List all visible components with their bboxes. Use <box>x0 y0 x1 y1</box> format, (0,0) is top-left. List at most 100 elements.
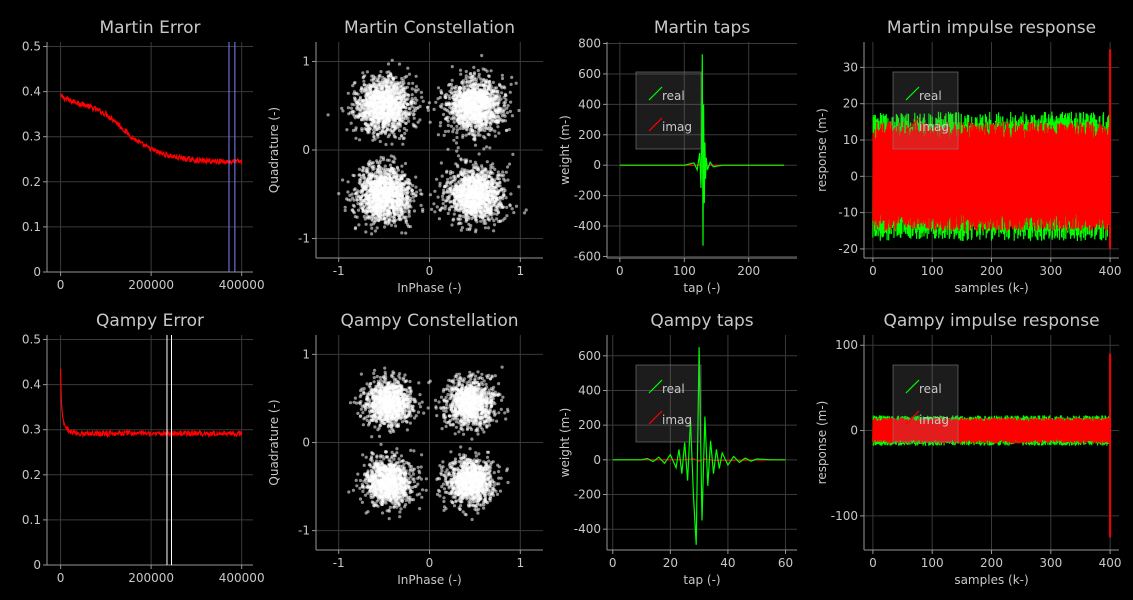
constellation-point <box>355 198 359 202</box>
constellation-point <box>352 188 356 192</box>
constellation-point <box>506 165 510 169</box>
constellation-point <box>398 116 402 120</box>
constellation-point <box>467 132 471 136</box>
constellation-point <box>446 147 450 151</box>
constellation-point <box>378 94 382 99</box>
constellation-point <box>461 85 466 89</box>
constellation-point <box>524 208 528 212</box>
constellation-point <box>386 62 391 66</box>
constellation-point <box>403 209 407 214</box>
constellation-point <box>374 85 379 89</box>
constellation-point <box>465 98 469 102</box>
constellation-point <box>392 122 396 126</box>
constellation-point <box>480 80 484 84</box>
constellation-point <box>353 80 357 85</box>
constellation-point <box>378 159 382 163</box>
constellation-point <box>381 202 385 206</box>
constellation-point <box>361 183 365 187</box>
constellation-point <box>354 91 358 95</box>
constellation-point <box>352 92 356 96</box>
constellation-point <box>426 108 430 112</box>
constellation-point <box>464 127 468 131</box>
constellation-point <box>403 182 407 186</box>
constellation-point <box>413 96 417 100</box>
constellation-point <box>367 83 371 87</box>
constellation-point <box>490 102 494 106</box>
constellation-point <box>502 104 506 108</box>
constellation-point <box>384 194 388 198</box>
constellation-point <box>430 207 434 211</box>
constellation-point <box>356 101 360 105</box>
constellation-point <box>386 105 391 109</box>
constellation-point <box>505 111 509 115</box>
constellation-point <box>444 96 448 100</box>
constellation-point <box>367 111 371 116</box>
constellation-point <box>391 195 395 199</box>
constellation-point <box>353 97 357 101</box>
constellation-point <box>496 106 500 110</box>
constellation-point <box>382 211 386 215</box>
constellation-point <box>357 223 361 227</box>
constellation-point <box>514 204 519 208</box>
constellation-point <box>435 205 439 209</box>
constellation-point <box>405 85 409 89</box>
constellation-point <box>395 199 400 203</box>
constellation-point <box>391 90 395 94</box>
constellation-point <box>362 204 366 208</box>
constellation-point <box>449 124 453 128</box>
constellation-point <box>457 107 461 111</box>
constellation-point <box>446 177 450 182</box>
constellation-point <box>387 120 391 124</box>
constellation-point <box>475 103 479 107</box>
constellation-point <box>377 218 381 223</box>
constellation-point <box>381 75 385 79</box>
constellation-point <box>412 199 416 203</box>
constellation-point <box>406 195 410 200</box>
constellation-point <box>377 120 381 124</box>
constellation-point <box>404 121 408 125</box>
constellation-point <box>398 124 402 128</box>
constellation-point <box>374 125 378 129</box>
constellation-point <box>457 85 461 90</box>
constellation-point <box>420 95 424 99</box>
constellation-point <box>493 134 497 138</box>
constellation-point <box>484 98 488 102</box>
constellation-point <box>407 81 411 86</box>
constellation-point <box>473 160 477 164</box>
constellation-point <box>390 198 394 202</box>
constellation-point <box>468 159 473 163</box>
constellation-point <box>389 223 394 227</box>
constellation-point <box>442 133 446 137</box>
constellation-point <box>397 183 401 187</box>
constellation-point <box>394 191 398 195</box>
constellation-point <box>435 177 439 181</box>
constellation-point <box>354 136 358 140</box>
constellation-point <box>377 90 381 94</box>
constellation-point <box>388 169 392 173</box>
constellation-point <box>364 230 368 234</box>
constellation-point <box>500 76 505 81</box>
constellation-point <box>365 103 370 107</box>
constellation-point <box>357 108 361 112</box>
constellation-point <box>487 133 491 137</box>
constellation-point <box>372 83 376 87</box>
constellation-point <box>400 207 404 211</box>
constellation-point <box>496 101 500 105</box>
constellation-point <box>382 103 386 107</box>
constellation-point <box>369 99 373 103</box>
constellation-point <box>470 74 474 78</box>
constellation-point <box>397 129 402 133</box>
constellation-point <box>398 84 402 88</box>
constellation-point <box>371 206 375 210</box>
constellation-point <box>364 122 368 126</box>
constellation-point <box>367 123 371 127</box>
constellation-point <box>374 175 378 179</box>
constellation-point <box>376 194 380 198</box>
constellation-point <box>406 186 410 190</box>
constellation-point <box>483 111 487 115</box>
constellation-point <box>474 116 478 121</box>
constellation-point <box>455 135 459 140</box>
constellation-point <box>436 86 441 90</box>
constellation-point <box>441 112 446 117</box>
constellation-point <box>414 125 418 129</box>
